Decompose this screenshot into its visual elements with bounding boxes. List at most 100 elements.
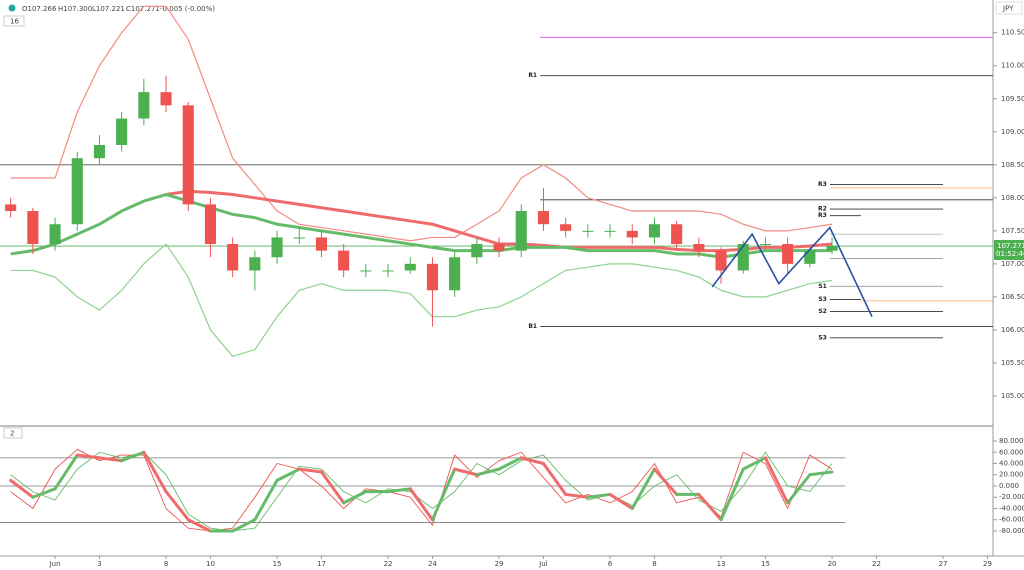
indicator-line: [10, 193, 833, 259]
level-label: B1: [528, 323, 537, 330]
header-change: -0.005 (-0.00%): [160, 5, 215, 13]
y-tick-label: 0.000: [999, 482, 1019, 490]
currency-label: JPY: [1002, 5, 1014, 13]
header-open: O107.266: [22, 5, 57, 13]
candle-body: [493, 244, 505, 251]
x-tick-label: 24: [428, 560, 437, 568]
candle-body: [49, 224, 61, 245]
candle-body: [759, 244, 772, 246]
y-tick-label: 107.000: [1001, 260, 1024, 268]
candle-body: [116, 118, 128, 145]
y-tick-label: 80.000: [999, 437, 1024, 445]
trend-drawing: [711, 226, 873, 318]
oscillator-segment: [586, 492, 612, 499]
candle-body: [560, 224, 572, 231]
candle-body: [360, 270, 372, 272]
oscillator-segment: [97, 456, 124, 463]
candle-body: [471, 244, 483, 258]
oscillator-segment: [31, 487, 57, 499]
candle-body: [782, 244, 794, 264]
y-tick-label: 109.500: [1001, 95, 1024, 103]
y-tick-label: 106.000: [1001, 326, 1024, 334]
oscillator-badge[interactable]: [3, 427, 23, 439]
x-tick-label: 8: [652, 560, 656, 568]
candle-body: [315, 237, 328, 251]
y-tick-label: 107.500: [1001, 227, 1024, 235]
oscillator-segment: [808, 470, 834, 477]
x-tick-label: 13: [717, 560, 726, 568]
header-close: C107.271: [126, 5, 160, 13]
candle-body: [715, 250, 727, 271]
candle-body: [5, 204, 17, 212]
oscillator-segment: [408, 487, 434, 522]
level-label: R2: [818, 206, 827, 213]
oscillator-segment: [275, 467, 301, 482]
x-tick-label: 8: [164, 560, 168, 568]
candle-body: [449, 257, 461, 291]
oscillator-segment: [297, 467, 323, 474]
oscillator-segment: [231, 518, 257, 533]
candle-body: [338, 250, 350, 271]
y-tick-label: 108.500: [1001, 161, 1024, 169]
oscillator-segment: [120, 450, 146, 463]
oscillator-segment: [453, 467, 479, 477]
x-tick-label: 15: [761, 560, 770, 568]
oscillator-segment: [608, 492, 634, 510]
indicator-badge-label: 16: [10, 18, 19, 26]
indicator-badge[interactable]: [3, 15, 25, 27]
candle-body: [804, 250, 816, 264]
x-tick-label: Jun: [49, 560, 61, 568]
y-tick-label: 40.000: [999, 459, 1024, 467]
oscillator-segment: [386, 487, 412, 494]
oscillator-line: [10, 448, 833, 532]
y-tick-label: 109.000: [1001, 128, 1024, 136]
candle-body: [671, 224, 683, 245]
oscillator-segment: [786, 473, 812, 505]
candle-body: [515, 211, 527, 251]
candle-body: [249, 257, 261, 271]
oscillator-segment: [142, 450, 168, 494]
candle-body: [426, 263, 439, 291]
oscillator-segment: [319, 470, 346, 505]
candle-body: [271, 237, 283, 258]
candle-body: [404, 263, 416, 271]
indicator-line: [10, 243, 833, 357]
candle-body: [204, 204, 217, 245]
level-label: R3: [818, 181, 827, 188]
oscillator-segment: [741, 456, 767, 471]
oscillator-segment: [75, 453, 101, 460]
candle-body: [693, 244, 705, 251]
x-tick-label: 22: [384, 560, 393, 568]
x-tick-label: Jul: [538, 560, 548, 568]
level-label: S3: [818, 296, 827, 303]
oscillator-segment: [719, 467, 745, 522]
oscillator-segment: [164, 490, 190, 522]
y-tick-label: -40.000: [999, 504, 1024, 512]
oscillator-badge-label: 2: [10, 430, 14, 438]
oscillator-segment: [253, 478, 279, 522]
y-tick-label: -60.000: [999, 516, 1024, 524]
y-tick-label: 105.000: [1001, 392, 1024, 400]
oscillator-segment: [652, 467, 679, 496]
oscillator-segment: [497, 456, 523, 471]
symbol-icon[interactable]: [8, 4, 16, 12]
currency-box: [995, 1, 1023, 15]
x-tick-label: 29: [495, 560, 504, 568]
candle-body: [93, 144, 106, 159]
level-label: R3: [818, 212, 827, 219]
x-tick-label: 22: [872, 560, 881, 568]
last-price-label: 107.271: [997, 242, 1024, 250]
x-tick-label: 17: [317, 560, 326, 568]
oscillator-segment: [342, 490, 368, 505]
y-tick-label: 20.000: [999, 471, 1024, 479]
y-tick-label: 108.000: [1001, 194, 1024, 202]
x-tick-label: 10: [206, 560, 215, 568]
x-tick-label: 6: [608, 560, 613, 568]
candle-body: [604, 230, 616, 232]
x-tick-label: 29: [983, 560, 992, 568]
y-tick-label: -20.000: [999, 493, 1024, 501]
level-label: S3: [818, 334, 827, 341]
